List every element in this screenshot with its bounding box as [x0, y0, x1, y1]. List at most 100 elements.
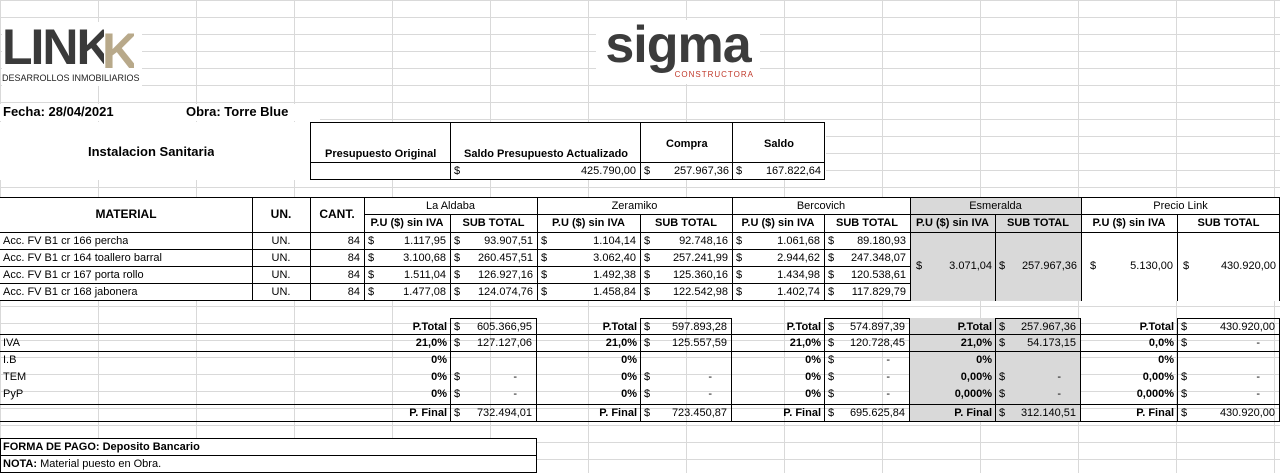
ptotal-label: P.Total	[786, 321, 821, 333]
presupuesto-original-label: Presupuesto Original	[325, 148, 437, 160]
ib-row-label: I.B	[3, 354, 17, 366]
currency-sign: $	[999, 321, 1006, 333]
material-cell: Acc. FV B1 cr 168 jabonera	[3, 286, 138, 298]
pfinal-value: 723.450,87	[671, 407, 727, 419]
link-logo-text: LINK	[2, 19, 113, 75]
currency-sign: $	[736, 269, 743, 281]
supplier-la-aldaba: La Aldaba	[426, 200, 475, 212]
nota-text: Material puesto en Obra.	[37, 458, 162, 470]
link-logo-subtitle: DESARROLLOS INMOBILIARIOS	[2, 73, 140, 83]
currency-sign: $	[828, 407, 835, 419]
currency-sign: $	[1181, 371, 1188, 383]
unit-price-cell: 1.511,04	[403, 269, 446, 281]
pfinal-value: 732.494,01	[476, 407, 532, 419]
currency-sign: $	[454, 371, 461, 383]
pyp-value: -	[513, 388, 517, 400]
subtotal-cell: 120.538,61	[850, 269, 906, 281]
ptotal-value: 257.967,36	[1020, 321, 1076, 333]
ib-value	[640, 352, 727, 369]
supplier-bercovich: Bercovich	[796, 200, 846, 212]
pfinal-value: 695.625,84	[849, 407, 905, 419]
currency-sign: $	[541, 286, 548, 298]
sigma-logo-text: sigma	[605, 16, 751, 74]
compra-value: 257.967,36	[673, 165, 729, 177]
unit-price-cell: 1.104,14	[593, 235, 636, 247]
unit-price-cell: 1.402,74	[777, 286, 820, 298]
ptotal-value: 430.920,00	[1219, 321, 1275, 333]
pfinal-label: P. Final	[1136, 407, 1174, 419]
cant-cell: 84	[347, 286, 360, 298]
material-header: MATERIAL	[95, 207, 157, 221]
esmeralda-subtotal: 257.967,36	[1021, 260, 1077, 272]
obra-label: Obra: Torre Blue	[186, 104, 289, 119]
currency-sign: $	[828, 371, 835, 383]
currency-sign: $	[454, 165, 461, 177]
subtotal-cell: 126.927,16	[477, 269, 533, 281]
ptotal-value: 605.366,95	[476, 321, 532, 333]
currency-sign: $	[1181, 388, 1188, 400]
currency-sign: $	[999, 260, 1006, 272]
link-subtotal: 430.920,00	[1220, 260, 1276, 272]
supplier-esmeralda: Esmeralda	[969, 200, 1022, 212]
currency-sign: $	[644, 252, 651, 264]
iva-value: 125.557,59	[671, 337, 727, 349]
unit-price-cell: 1.477,08	[403, 286, 446, 298]
tem-value: -	[513, 371, 517, 383]
sub-header: SUB TOTAL	[655, 217, 717, 229]
currency-sign: $	[644, 286, 651, 298]
ib-value: -	[886, 354, 890, 366]
currency-sign: $	[644, 321, 651, 333]
unit-price-cell: 2.944,62	[777, 252, 820, 264]
saldo-value: 167.822,64	[765, 165, 821, 177]
currency-sign: $	[1090, 260, 1097, 272]
pyp-pct: 0,000%	[1136, 388, 1174, 400]
currency-sign: $	[644, 269, 651, 281]
currency-sign: $	[541, 252, 548, 264]
summary-box	[0, 122, 826, 180]
currency-sign: $	[916, 260, 923, 272]
currency-sign: $	[644, 165, 651, 177]
ib-pct: 0%	[621, 354, 637, 366]
currency-sign: $	[454, 321, 461, 333]
subtotal-cell: 257.241,99	[672, 252, 728, 264]
currency-sign: $	[736, 235, 743, 247]
currency-sign: $	[368, 235, 375, 247]
currency-sign: $	[828, 252, 835, 264]
sub-header: SUB TOTAL	[462, 217, 525, 229]
pyp-pct: 0%	[805, 388, 821, 400]
tem-row-label: TEM	[3, 371, 27, 383]
pyp-value: -	[1256, 388, 1260, 400]
tem-pct: 0%	[621, 371, 637, 383]
ptotal-label: P.Total	[957, 321, 992, 333]
pfinal-label: P. Final	[599, 407, 637, 419]
supplier-zeramiko: Zeramiko	[611, 200, 658, 212]
pyp-row-label: PyP	[3, 388, 24, 400]
currency-sign: $	[454, 269, 461, 281]
currency-sign: $	[828, 235, 835, 247]
unit-price-cell: 3.100,68	[403, 252, 446, 264]
currency-sign: $	[828, 388, 835, 400]
currency-sign: $	[454, 235, 461, 247]
currency-sign: $	[1181, 407, 1188, 419]
tem-value: -	[1057, 371, 1061, 383]
pyp-value: -	[886, 388, 890, 400]
ib-value	[450, 352, 532, 369]
un-cell: UN.	[271, 286, 291, 298]
currency-sign: $	[1181, 321, 1188, 333]
tem-value: -	[708, 371, 712, 383]
iva-pct: 21,0%	[789, 337, 821, 349]
iva-value: -	[1256, 337, 1260, 349]
ptotal-label: P.Total	[602, 321, 637, 333]
material-cell: Acc. FV B1 cr 164 toallero barral	[3, 252, 162, 264]
pu-header: P.U ($) sin IVA	[1092, 217, 1166, 229]
tem-pct: 0%	[431, 371, 447, 383]
currency-sign: $	[1183, 260, 1190, 272]
cant-header: CANT.	[319, 207, 355, 221]
compra-label: Compra	[666, 138, 708, 150]
nota-label: NOTA:	[3, 458, 38, 470]
iva-value: 120.728,45	[849, 337, 905, 349]
unit-price-cell: 3.062,40	[593, 252, 636, 264]
currency-sign: $	[828, 286, 835, 298]
ib-pct: 0%	[805, 354, 821, 366]
saldo-label: Saldo	[764, 138, 794, 150]
